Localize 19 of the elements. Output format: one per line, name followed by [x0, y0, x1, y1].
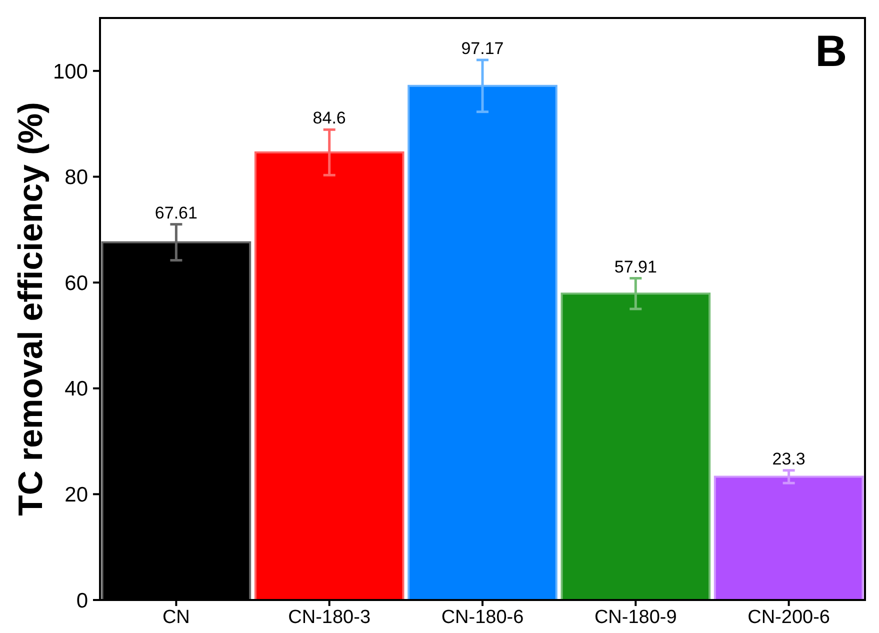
y-tick-label: 20 [64, 484, 88, 507]
x-tick-label: CN-180-9 [594, 607, 677, 628]
x-tick-label: CN-180-6 [441, 607, 524, 628]
y-tick-label: 0 [76, 589, 88, 612]
x-tick-label: CN-180-3 [288, 607, 371, 628]
data-label: 23.3 [772, 449, 806, 468]
data-label: 84.6 [312, 108, 346, 128]
y-tick-label: 100 [52, 60, 88, 84]
x-tick-label: CN [162, 607, 190, 628]
y-axis-title: TC removal efficiency (%) [12, 102, 50, 516]
bar [714, 476, 864, 601]
x-tick-label: CN-200-6 [748, 607, 830, 628]
data-label: 67.61 [154, 203, 198, 222]
y-tick-label: 60 [64, 272, 88, 295]
y-tick-label: 80 [64, 166, 88, 190]
y-tick-label: 40 [64, 378, 88, 401]
data-label: 97.17 [461, 38, 504, 58]
chart-title: B [815, 27, 847, 76]
data-label: 57.91 [614, 257, 657, 276]
